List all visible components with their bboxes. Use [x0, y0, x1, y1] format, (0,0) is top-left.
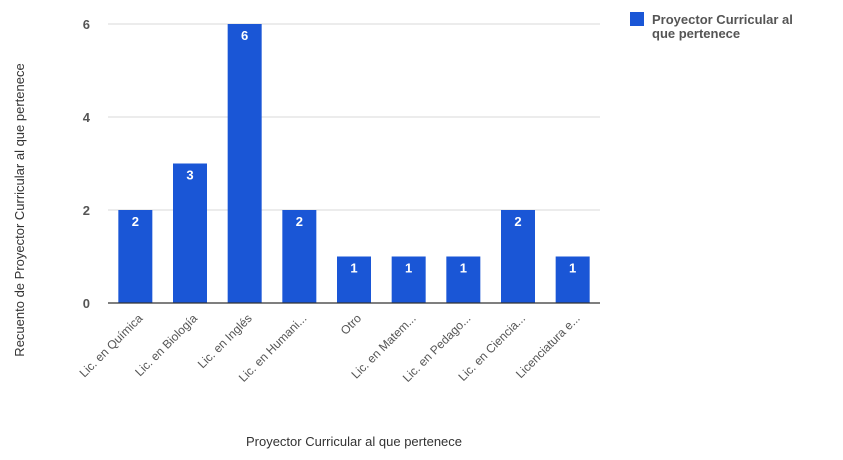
bar[interactable]	[391, 256, 426, 304]
bar[interactable]	[227, 24, 262, 303]
y-axis-title: Recuento de Proyector Curricular al que …	[12, 63, 27, 356]
legend-label: Proyector Curricular al	[652, 12, 793, 27]
bar[interactable]	[555, 256, 590, 304]
data-label: 1	[405, 261, 412, 276]
data-labels: 2 3 6 2 1 1 1 2 1	[132, 28, 577, 276]
bar[interactable]	[501, 210, 535, 303]
y-tick-label: 0	[83, 296, 90, 311]
data-label: 2	[132, 214, 139, 229]
data-label: 1	[460, 261, 467, 276]
legend-swatch[interactable]	[630, 12, 644, 26]
x-tick-label: Lic. en Inglés	[195, 311, 255, 371]
x-axis-title: Proyector Curricular al que pertenece	[246, 434, 462, 449]
data-label: 1	[350, 261, 357, 276]
bar[interactable]	[173, 163, 207, 304]
data-label: 6	[241, 28, 248, 43]
bar[interactable]	[446, 256, 481, 304]
data-label: 2	[514, 214, 521, 229]
bar[interactable]	[337, 256, 371, 304]
data-label: 2	[296, 214, 303, 229]
x-tick-label: Otro	[338, 311, 365, 338]
legend-label: que pertenece	[652, 26, 740, 41]
bar[interactable]	[282, 210, 317, 303]
bar[interactable]	[118, 210, 153, 303]
data-label: 1	[569, 261, 576, 276]
bars	[118, 24, 590, 304]
data-label: 3	[186, 168, 193, 183]
y-tick-label: 2	[83, 203, 90, 218]
y-tick-label: 6	[83, 17, 90, 32]
y-tick-label: 4	[83, 110, 91, 125]
